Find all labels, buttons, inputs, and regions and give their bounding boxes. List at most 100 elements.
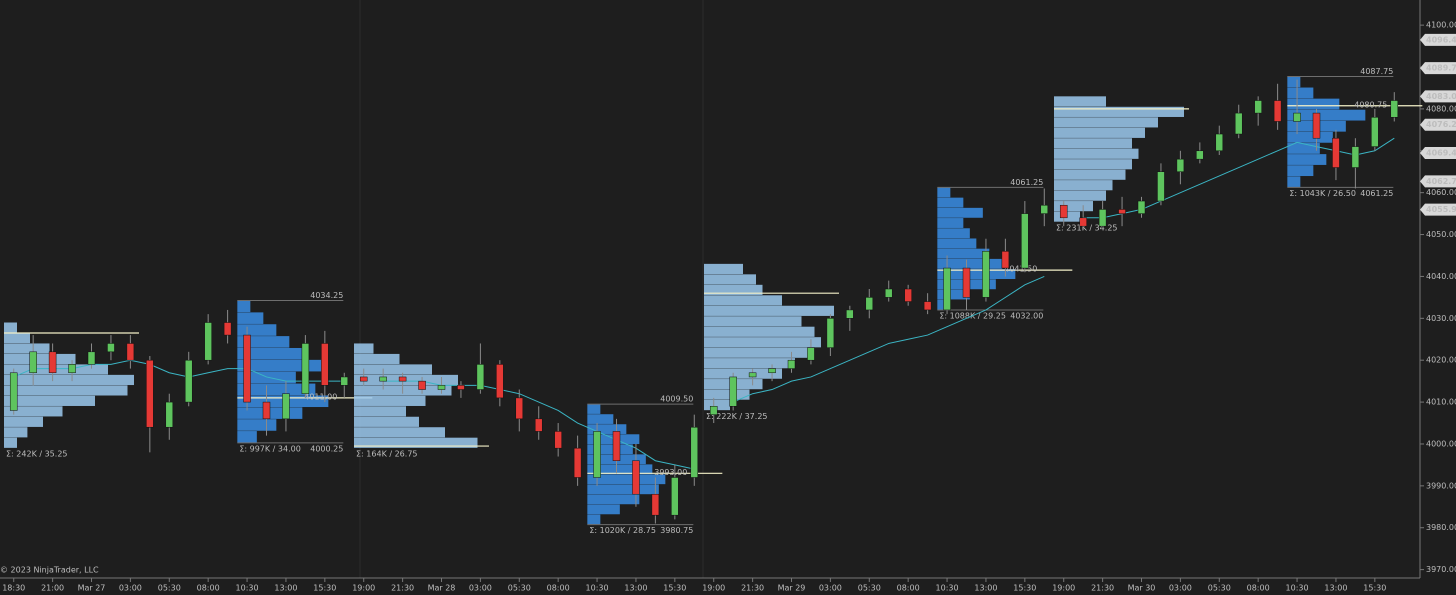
candle-body xyxy=(787,359,796,369)
profile-bar xyxy=(704,263,743,275)
x-tick-label: 21:30 xyxy=(1091,584,1114,593)
candle-body xyxy=(904,288,912,302)
profile-bar xyxy=(354,364,432,375)
x-tick-label: Mar 29 xyxy=(778,584,806,593)
profile-bar xyxy=(354,343,374,354)
candle-body xyxy=(1371,117,1379,147)
x-tick-label: 05:30 xyxy=(858,584,881,593)
x-tick-label: 13:00 xyxy=(624,584,647,593)
x-tick-label: 10:30 xyxy=(236,584,259,593)
x-tick-label: 21:00 xyxy=(41,584,64,593)
profile-bar xyxy=(354,416,419,427)
profile-bar xyxy=(1287,87,1314,99)
candle-body xyxy=(554,431,562,449)
price-marker-label: 4062.71 xyxy=(1426,177,1456,186)
y-tick-label: 4080.00 xyxy=(1426,104,1456,113)
candle-body xyxy=(204,322,212,361)
candle-body xyxy=(1196,150,1204,160)
candle-body xyxy=(884,288,893,298)
range-label: 4034.25 xyxy=(310,291,343,300)
profile-bar xyxy=(587,504,620,515)
candle-body xyxy=(1098,209,1107,227)
candle-body xyxy=(748,372,757,378)
profile-bar xyxy=(587,404,601,414)
range-label: 4032.00 xyxy=(1010,311,1043,320)
x-tick-label: 03:00 xyxy=(469,584,492,593)
price-marker-label: 4055.95 xyxy=(1426,205,1456,214)
y-tick-label: 4030.00 xyxy=(1426,314,1456,323)
candle-body xyxy=(476,364,485,390)
candle-body xyxy=(1137,200,1146,214)
candle-body xyxy=(87,351,96,365)
candle-body xyxy=(379,376,387,382)
candle-body xyxy=(1312,112,1321,139)
profile-bar xyxy=(4,332,30,344)
x-tick-label: 03:00 xyxy=(1169,584,1192,593)
profile-bar xyxy=(1054,169,1126,180)
profile-bar xyxy=(354,395,426,406)
profile-bar xyxy=(937,228,970,239)
x-tick-label: 08:00 xyxy=(1247,584,1270,593)
poc-label: 4041.50 xyxy=(1004,265,1037,274)
candle-body xyxy=(593,431,601,478)
candle-body xyxy=(359,376,368,382)
profile-bar xyxy=(587,494,640,505)
profile-summary: Σ: 222K / 37.25 xyxy=(706,412,768,421)
price-marker xyxy=(1420,175,1456,188)
candle-body xyxy=(923,301,932,311)
profile-bar xyxy=(587,484,659,495)
profile-bar xyxy=(354,406,406,417)
profile-bar xyxy=(4,374,134,386)
candle-body xyxy=(671,477,679,516)
x-tick-label: 08:00 xyxy=(897,584,920,593)
x-tick-label: 13:00 xyxy=(1324,584,1347,593)
profile-bar xyxy=(1287,76,1301,88)
price-marker-label: 4076.22 xyxy=(1426,120,1456,129)
profile-bar xyxy=(4,385,128,396)
profile-bar xyxy=(704,284,763,295)
profile-summary: Σ: 1043K / 26.50 xyxy=(1289,189,1356,198)
profile-bar xyxy=(704,368,782,379)
candle-body xyxy=(1254,100,1262,114)
candle-body xyxy=(107,343,115,353)
x-tick-label: 05:30 xyxy=(158,584,181,593)
candle-body xyxy=(1293,112,1301,122)
profile-bar xyxy=(587,444,633,455)
profile-bar xyxy=(704,305,834,316)
poc-label: 4011.00 xyxy=(304,392,337,401)
price-marker-label: 4069.47 xyxy=(1426,149,1456,158)
x-tick-label: 05:30 xyxy=(1208,584,1231,593)
profile-bar xyxy=(4,416,43,427)
profile-bar xyxy=(237,324,277,336)
profile-bar xyxy=(1054,201,1093,212)
candle-body xyxy=(612,431,621,461)
y-tick-label: 3970.00 xyxy=(1426,565,1456,574)
vwap-line xyxy=(13,137,1395,470)
price-marker xyxy=(1420,90,1456,103)
profile-summary: Σ: 997K / 34.00 xyxy=(239,444,300,453)
x-tick-label: Mar 28 xyxy=(428,584,456,593)
profile-bar xyxy=(237,347,309,360)
candle-body xyxy=(223,322,232,336)
x-tick-label: 21:30 xyxy=(741,584,764,593)
y-tick-label: 4020.00 xyxy=(1426,356,1456,365)
profile-bar xyxy=(4,322,17,333)
candle-body xyxy=(457,385,465,390)
x-tick-label: Mar 27 xyxy=(78,584,106,593)
candle-body xyxy=(496,364,504,399)
candle-body xyxy=(126,343,135,361)
y-tick-label: 4010.00 xyxy=(1426,398,1456,407)
candle-body xyxy=(1176,158,1185,172)
profile-bar xyxy=(237,312,264,324)
candle-body xyxy=(846,309,854,319)
profile-bar xyxy=(587,474,666,485)
x-tick-label: 18:30 xyxy=(2,584,25,593)
price-marker-label: 4089.73 xyxy=(1426,64,1456,73)
candle-body xyxy=(632,460,640,495)
x-tick-label: 15:30 xyxy=(1363,584,1386,593)
x-tick-label: 19:00 xyxy=(1052,584,1075,593)
range-label: 4061.25 xyxy=(1010,178,1043,187)
profile-bar xyxy=(1054,96,1106,107)
price-marker-label: 4083.00 xyxy=(1426,92,1456,101)
profile-bar xyxy=(1054,190,1106,201)
